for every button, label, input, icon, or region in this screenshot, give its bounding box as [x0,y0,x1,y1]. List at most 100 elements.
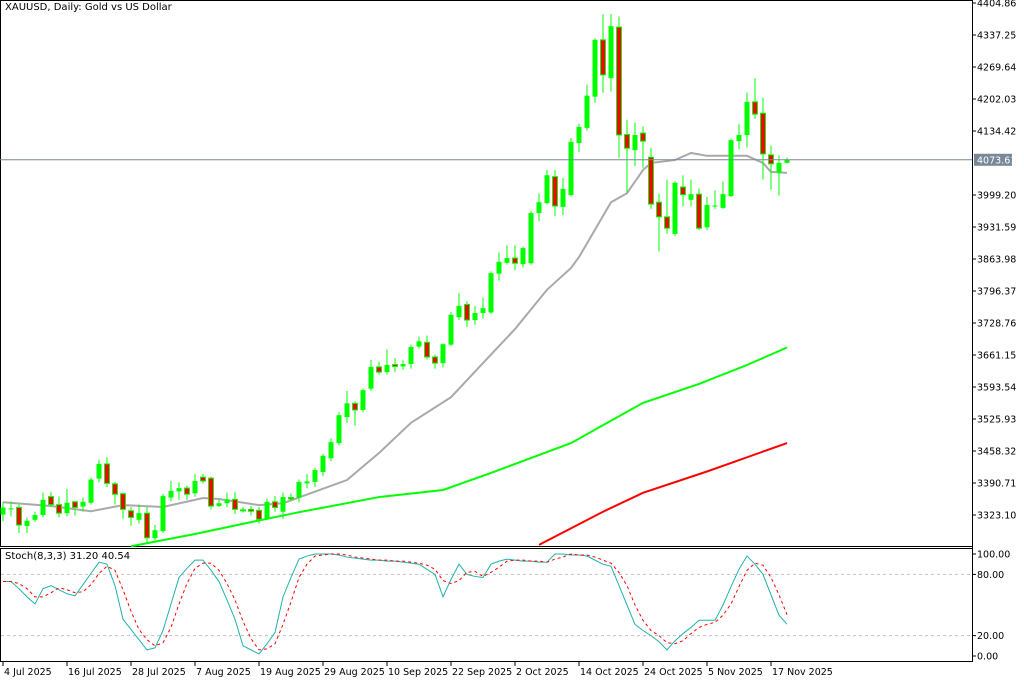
candle [584,84,590,131]
candle [752,78,758,119]
candle-body-bear [656,201,662,218]
candle-body-bull [712,205,718,207]
price-tick-label: 3593.54 [977,383,1016,394]
candle-body-bull [8,508,14,510]
candle [160,493,166,534]
candle-body-bull [80,501,86,507]
stochastic-tick-label: 20.00 [977,631,1004,642]
candle [440,343,446,368]
candle [72,500,78,516]
price-tick-label: 3999.20 [977,191,1016,202]
candle [632,122,638,167]
candle-body-bull [568,142,574,196]
candle-body-bear [56,504,62,514]
candle [272,496,278,512]
candle [336,412,342,446]
candle-body-bull [504,258,510,263]
candle-body-bull [440,344,446,364]
candle [32,511,38,523]
stochastic-tick-label: 100.00 [977,550,1010,561]
candle [504,245,510,265]
price-tick-label: 3931.59 [977,223,1016,234]
candle [720,181,726,209]
candle [192,473,198,497]
candle-body-bear [232,498,238,510]
candle-body-bull [736,134,742,142]
candle [560,178,566,215]
stochastic-tick-label: 80.00 [977,570,1004,581]
candle-body-bear [600,39,606,76]
candle-body-bull [584,95,590,128]
candle [400,360,406,370]
candle-body-bull [536,202,542,214]
candle [608,13,614,92]
candle [312,467,318,488]
date-tick-label: 19 Aug 2025 [260,667,321,678]
candle [472,305,478,325]
candles [0,13,790,543]
current-price-badge [974,153,1012,166]
price-tick-label: 3863.98 [977,255,1016,266]
candle [200,473,206,484]
candle-body-bull [88,479,94,503]
price-tick-label: 3390.71 [977,479,1016,490]
candle [728,138,734,197]
candle [552,170,558,216]
candle-body-bear [760,112,766,155]
candle-body-bull [480,308,486,313]
candle-body-bull [136,513,142,520]
candle [512,245,518,271]
candle [48,491,54,508]
candle [776,155,782,196]
candle-body-bull [64,502,70,514]
candle [120,492,126,519]
date-tick-label: 14 Oct 2025 [580,667,639,678]
stochastic-panel-border [0,548,973,662]
candle [80,497,86,512]
date-tick-label: 28 Jul 2025 [132,667,186,678]
stochastic-main-line [3,553,788,655]
candle-body-bear [680,186,686,196]
candle-body-bear [664,216,670,229]
date-tick-label: 4 Jul 2025 [4,667,52,678]
candle [40,492,46,518]
date-tick-label: 17 Nov 2025 [772,667,833,678]
candle [184,485,190,500]
candle [56,496,62,518]
candle [768,145,774,190]
candle [208,476,214,510]
candle [544,170,550,205]
candle-body-bull [408,347,414,365]
candle-body-bear [248,508,254,512]
price-tick-label: 3661.15 [977,351,1016,362]
candle [416,336,422,349]
candle-body-bear [240,509,246,512]
candle-body-bear [48,496,54,506]
candle [168,480,174,502]
price-tick-label: 4404.86 [977,0,1016,10]
candle [408,344,414,369]
candle-body-bull [744,101,750,135]
candle-body-bear [376,366,382,373]
candle [64,489,70,517]
date-tick-label: 2 Oct 2025 [516,667,569,678]
candle [320,453,326,477]
candle-body-bear [144,512,150,539]
candle-body-bull [496,261,502,274]
candle-body-bull [704,205,710,228]
candle-body-bull [280,497,286,512]
candle [600,14,606,93]
candle-body-bull [632,134,638,151]
candle-body-bull [160,496,166,532]
price-tick-label: 4134.42 [977,127,1016,138]
candle-body-bear [624,134,630,149]
candle [432,354,438,369]
candle [456,293,462,321]
candle [0,502,6,522]
candle [16,504,22,534]
candle [368,359,374,392]
candle-body-bull [592,39,598,97]
candle [520,246,526,268]
